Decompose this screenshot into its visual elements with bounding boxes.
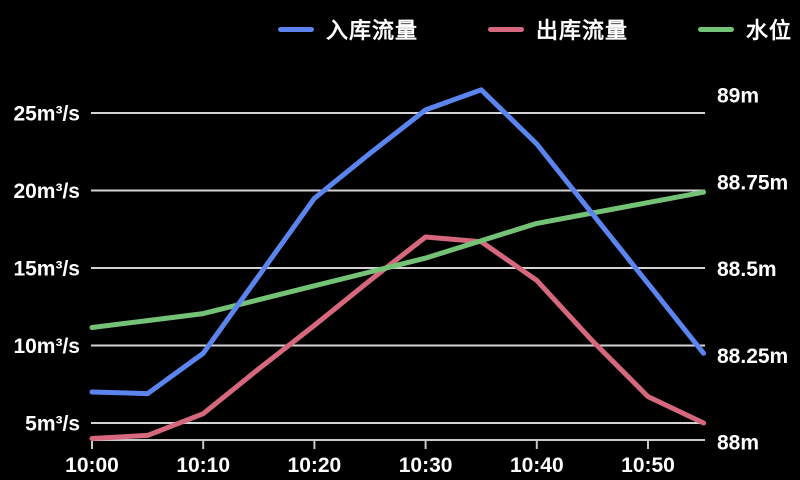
legend-item-water-level[interactable]: 水位 xyxy=(697,13,792,45)
left-axis-label: 15m³/s xyxy=(13,258,80,281)
inflow-swatch-icon xyxy=(278,26,314,32)
left-axis-label: 25m³/s xyxy=(13,103,80,126)
chart-legend: 入库流量 出库流量 水位 xyxy=(278,13,792,45)
legend-item-inflow[interactable]: 入库流量 xyxy=(278,13,418,45)
legend-label-outflow: 出库流量 xyxy=(535,18,628,43)
x-axis-label: 10:20 xyxy=(288,454,342,477)
x-axis-label: 10:30 xyxy=(399,454,453,477)
legend-label-water-level: 水位 xyxy=(745,18,792,43)
right-axis-label: 89m xyxy=(717,85,759,108)
right-axis-label: 88.75m xyxy=(717,171,788,194)
right-axis-label: 88m xyxy=(717,432,759,455)
right-axis-label: 88.5m xyxy=(717,258,777,281)
x-axis-label: 10:50 xyxy=(621,454,675,477)
right-axis-label: 88.25m xyxy=(717,345,788,368)
x-axis-label: 10:40 xyxy=(510,454,564,477)
inflow-line xyxy=(89,87,707,397)
legend-label-inflow: 入库流量 xyxy=(326,18,419,43)
water-level-line xyxy=(89,189,707,330)
x-axis-label: 10:10 xyxy=(176,454,230,477)
water-level-swatch-icon xyxy=(697,26,734,32)
left-axis-label: 20m³/s xyxy=(13,180,80,203)
legend-item-outflow[interactable]: 出库流量 xyxy=(487,13,628,45)
left-axis-label: 10m³/s xyxy=(13,335,80,358)
x-axis-label: 10:00 xyxy=(65,454,119,477)
left-axis-label: 5m³/s xyxy=(25,413,80,436)
outflow-line xyxy=(89,234,707,441)
outflow-swatch-icon xyxy=(487,26,524,32)
